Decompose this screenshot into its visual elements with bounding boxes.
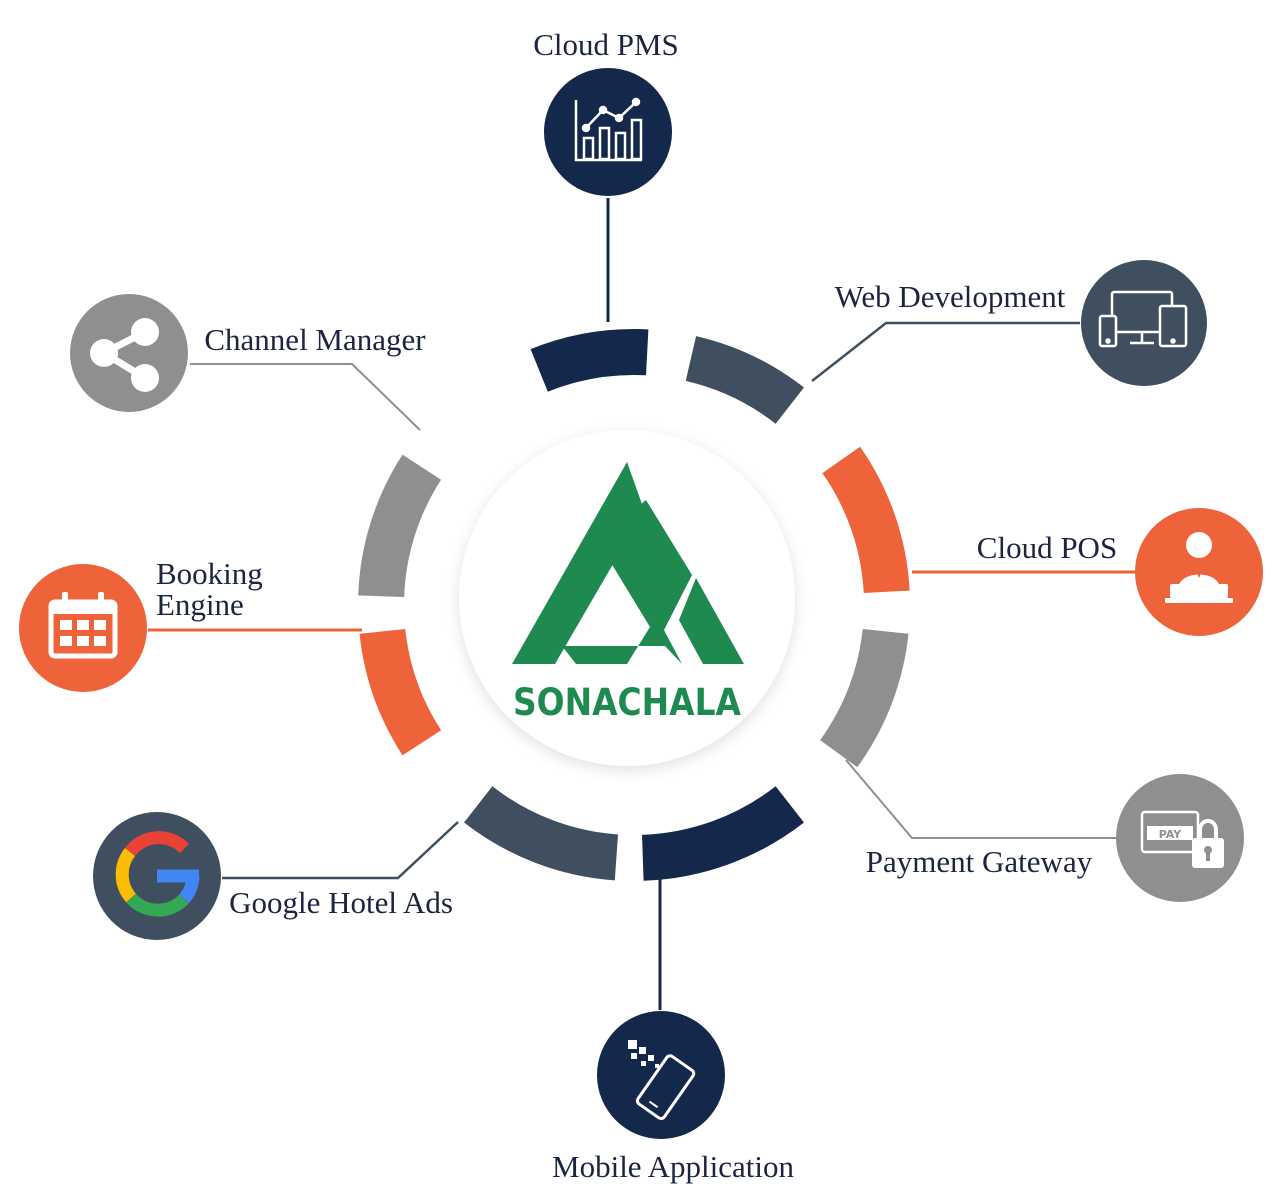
ring-segment-booking-engine — [359, 628, 442, 756]
cloud-pms-label: Cloud PMS — [533, 27, 679, 62]
ring-segments — [358, 328, 910, 881]
cashier-icon — [1165, 532, 1233, 603]
ring-segment-mobile-application — [641, 785, 804, 881]
connector-lines — [148, 198, 1136, 1010]
ring-segment-payment-gateway — [819, 628, 909, 768]
node-google-hotel-ads: Google Hotel Ads — [93, 812, 453, 940]
channel-manager-icon-badge — [70, 294, 188, 412]
google-hotel-ads-label: Google Hotel Ads — [229, 885, 453, 920]
ring-segment-channel-manager — [358, 454, 442, 598]
pay-lock-icon: PAY — [1140, 810, 1224, 868]
sonachala-mountain-mark — [512, 462, 744, 664]
booking-engine-label-line-2: Engine — [156, 587, 244, 622]
channel-manager-label: Channel Manager — [204, 322, 426, 357]
calendar-icon — [48, 592, 118, 659]
cloud-pos-label: Cloud POS — [977, 530, 1117, 565]
connector-channel-manager — [190, 363, 421, 431]
share-icon — [90, 318, 159, 392]
ring-segment-web-development — [685, 336, 804, 425]
connector-payment-gateway — [845, 759, 1116, 839]
node-web-development: Web Development — [835, 260, 1207, 386]
mobile-application-label: Mobile Application — [552, 1149, 794, 1184]
svg-text:PAY: PAY — [1159, 828, 1183, 841]
node-mobile-application: Mobile Application — [552, 1011, 794, 1184]
mobile-phone-icon — [628, 1040, 696, 1121]
bar-chart-icon — [574, 97, 643, 162]
connector-google-hotel-ads — [222, 821, 459, 880]
payment-gateway-label: Payment Gateway — [866, 844, 1093, 879]
node-booking-engine: Booking Engine — [19, 556, 263, 692]
sonachala-logo: SONACHALA — [459, 430, 795, 766]
node-channel-manager: Channel Manager — [70, 294, 426, 412]
ring-segment-cloud-pms — [530, 328, 649, 392]
ring-segment-google-hotel-ads — [464, 786, 619, 881]
brand-name: SONACHALA — [513, 681, 741, 724]
ring-segment-cloud-pos — [822, 446, 910, 594]
node-cloud-pos: Cloud POS — [977, 508, 1263, 636]
node-payment-gateway: PAY Payment Gateway — [866, 774, 1244, 902]
booking-engine-label-line-1: Booking — [156, 556, 263, 591]
google-g-icon — [115, 831, 200, 917]
devices-icon — [1098, 290, 1188, 348]
connector-web-development — [811, 321, 1080, 382]
node-cloud-pms: Cloud PMS — [533, 27, 679, 196]
web-development-label: Web Development — [835, 279, 1066, 314]
